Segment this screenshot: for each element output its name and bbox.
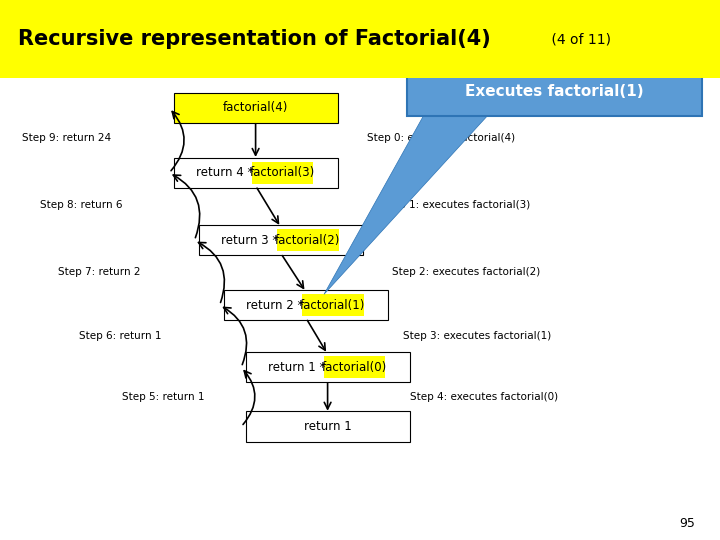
FancyBboxPatch shape: [302, 294, 364, 316]
Text: factorial(4): factorial(4): [223, 102, 288, 114]
Text: return 3 *: return 3 *: [221, 234, 282, 247]
FancyBboxPatch shape: [199, 225, 363, 255]
FancyBboxPatch shape: [0, 0, 720, 78]
Text: Step 7: return 2: Step 7: return 2: [58, 267, 140, 276]
FancyBboxPatch shape: [246, 411, 410, 442]
Text: return 1 *: return 1 *: [268, 361, 329, 374]
FancyBboxPatch shape: [277, 230, 338, 251]
Text: return 2 *: return 2 *: [246, 299, 307, 312]
Text: return 4 *: return 4 *: [196, 166, 257, 179]
Text: Step 0: executes factorial(4): Step 0: executes factorial(4): [367, 133, 516, 143]
Text: factorial(1): factorial(1): [300, 299, 366, 312]
FancyBboxPatch shape: [224, 290, 388, 320]
Text: (4 of 11): (4 of 11): [547, 32, 611, 46]
Text: 95: 95: [679, 517, 695, 530]
Text: Step 9: return 24: Step 9: return 24: [22, 133, 111, 143]
Text: factorial(3): factorial(3): [250, 166, 315, 179]
FancyBboxPatch shape: [174, 158, 338, 188]
FancyBboxPatch shape: [252, 162, 313, 184]
Text: Step 6: return 1: Step 6: return 1: [79, 331, 162, 341]
Text: factorial(2): factorial(2): [275, 234, 341, 247]
Text: Executes factorial(1): Executes factorial(1): [465, 84, 644, 99]
Text: return 1: return 1: [304, 420, 351, 433]
Text: Step 3: executes factorial(1): Step 3: executes factorial(1): [403, 331, 552, 341]
Text: Step 5: return 1: Step 5: return 1: [122, 392, 205, 402]
FancyBboxPatch shape: [324, 356, 385, 378]
FancyBboxPatch shape: [174, 93, 338, 123]
Text: factorial(0): factorial(0): [322, 361, 387, 374]
Text: Step 1: executes factorial(3): Step 1: executes factorial(3): [382, 200, 530, 210]
Polygon shape: [324, 113, 490, 294]
FancyBboxPatch shape: [246, 352, 410, 382]
Text: Step 4: executes factorial(0): Step 4: executes factorial(0): [410, 392, 559, 402]
Text: Recursive representation of Factorial(4): Recursive representation of Factorial(4): [18, 29, 491, 49]
FancyBboxPatch shape: [407, 68, 702, 116]
Text: Step 8: return 6: Step 8: return 6: [40, 200, 122, 210]
Text: Step 2: executes factorial(2): Step 2: executes factorial(2): [392, 267, 541, 276]
